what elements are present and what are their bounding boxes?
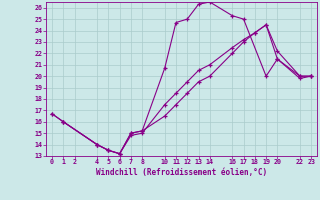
X-axis label: Windchill (Refroidissement éolien,°C): Windchill (Refroidissement éolien,°C) bbox=[96, 168, 267, 177]
